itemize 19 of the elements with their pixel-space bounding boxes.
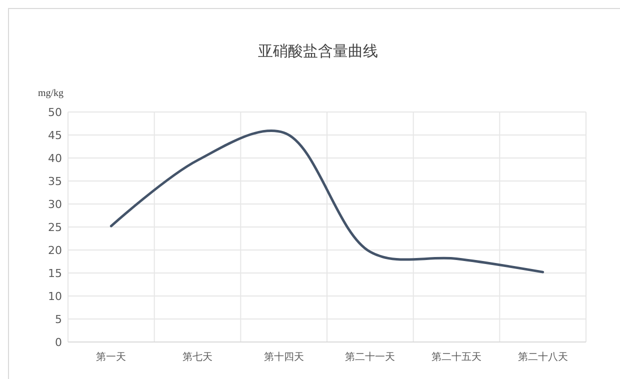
y-tick-label: 30 — [48, 198, 62, 211]
x-tick-label: 第二十五天 — [432, 351, 482, 363]
y-tick-label: 45 — [48, 128, 62, 142]
y-tick-label: 10 — [48, 290, 62, 303]
y-axis-title: mg/kg — [38, 88, 64, 99]
x-tick-label: 第二十一天 — [345, 351, 396, 363]
x-tick-label: 第七天 — [182, 351, 212, 363]
y-tick-label: 15 — [48, 266, 62, 280]
x-tick-label: 第十四天 — [264, 351, 304, 363]
y-tick-label: 50 — [48, 106, 62, 119]
chart-title: 亚硝酸盐含量曲线 — [258, 42, 378, 60]
y-tick-label: 25 — [48, 220, 62, 234]
x-tick-label: 第一天 — [96, 351, 126, 363]
y-tick-label: 40 — [48, 152, 62, 165]
y-tick-label: 0 — [55, 336, 62, 349]
y-tick-label: 35 — [48, 174, 62, 188]
y-tick-label: 20 — [48, 244, 62, 257]
x-tick-label: 第二十八天 — [518, 351, 568, 363]
y-tick-label: 5 — [55, 312, 62, 326]
